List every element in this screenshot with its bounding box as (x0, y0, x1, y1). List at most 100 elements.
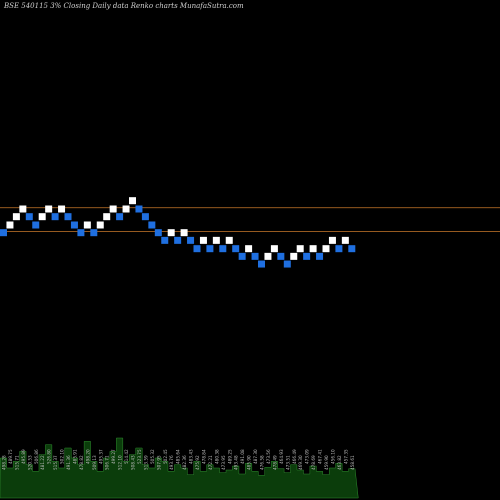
volume-label-15: 495.37 (98, 449, 103, 464)
volume-label-36: 493.48 (234, 455, 239, 470)
renko-brick-42 (270, 245, 278, 253)
renko-brick-1 (6, 221, 14, 229)
volume-label-22: 513.59 (143, 455, 148, 470)
volume-label-52: 463.82 (337, 455, 342, 470)
renko-brick-47 (303, 252, 311, 260)
renko-brick-14 (90, 229, 98, 237)
volume-label-34: 473.95 (221, 455, 226, 470)
renko-brick-43 (277, 252, 285, 260)
volume-label-28: 482.36 (182, 455, 187, 470)
volume-label-16: 506.71 (105, 455, 110, 470)
volume-label-47: 473.09 (305, 449, 310, 464)
volume-label-31: 478.84 (201, 449, 206, 464)
volume-label-37: 491.08 (240, 449, 245, 464)
renko-brick-37 (238, 252, 246, 260)
volume-label-49: 467.41 (318, 449, 323, 464)
volume-label-0: 498.28 (2, 455, 7, 470)
renko-brick-44 (283, 260, 291, 268)
renko-brick-28 (180, 229, 188, 237)
renko-brick-13 (83, 221, 91, 229)
renko-brick-51 (328, 236, 336, 244)
volume-label-30: 475.92 (195, 455, 200, 470)
volume-label-27: 485.64 (176, 449, 181, 464)
volume-label-48: 478.69 (311, 455, 316, 470)
volume-label-44: 473.51 (285, 455, 290, 470)
volume-label-41: 473.56 (266, 449, 271, 464)
renko-brick-46 (296, 245, 304, 253)
renko-brick-6 (38, 213, 46, 221)
renko-brick-15 (96, 221, 104, 229)
volume-label-10: 491.36 (66, 455, 71, 470)
volume-label-33: 480.38 (214, 449, 219, 464)
renko-brick-3 (19, 205, 27, 213)
volume-label-38: 485.90 (247, 455, 252, 470)
volume-label-51: 456.10 (330, 449, 335, 464)
renko-brick-7 (45, 205, 53, 213)
volume-label-23: 505.32 (150, 449, 155, 464)
volume-label-42: 478.49 (272, 455, 277, 470)
volume-label-5: 506.86 (34, 449, 39, 464)
volume-label-53: 457.35 (343, 449, 348, 464)
volume-label-9: 502.10 (60, 449, 65, 464)
volume-label-7: 526.80 (47, 449, 52, 464)
renko-brick-20 (129, 197, 136, 205)
renko-brick-0 (0, 229, 7, 237)
volume-label-50: 459.90 (324, 455, 329, 470)
volume-label-4: 520.53 (27, 455, 32, 470)
volume-label-1: 489.75 (8, 449, 13, 464)
volume-label-46: 469.30 (298, 455, 303, 470)
renko-brick-9 (58, 205, 66, 213)
renko-brick-33 (212, 236, 220, 244)
renko-brick-24 (154, 229, 162, 237)
renko-brick-8 (51, 213, 59, 221)
renko-brick-45 (290, 252, 298, 260)
volume-label-45: 466.49 (292, 449, 297, 464)
renko-brick-32 (206, 245, 214, 253)
renko-brick-17 (109, 205, 117, 213)
renko-brick-5 (32, 221, 40, 229)
renko-brick-19 (122, 205, 130, 213)
renko-brick-12 (77, 229, 85, 237)
renko-brick-31 (199, 236, 207, 244)
renko-brick-54 (348, 245, 356, 253)
renko-brick-29 (187, 236, 195, 244)
volume-label-8: 515.37 (53, 455, 58, 470)
renko-brick-48 (309, 245, 317, 253)
renko-brick-26 (167, 229, 175, 237)
volume-label-40: 476.58 (260, 455, 265, 470)
chart-title: BSE 540115 3% Closing Daily data Renko c… (4, 2, 244, 10)
renko-brick-53 (341, 236, 349, 244)
renko-brick-23 (148, 221, 156, 229)
renko-brick-16 (103, 213, 111, 221)
volume-label-26: 493.76 (169, 455, 174, 470)
renko-brick-30 (193, 245, 201, 253)
renko-brick-10 (64, 213, 72, 221)
renko-brick-34 (219, 245, 227, 253)
renko-brick-52 (335, 245, 343, 253)
renko-brick-21 (135, 205, 143, 213)
renko-brick-40 (258, 260, 265, 268)
volume-label-35: 489.25 (227, 449, 232, 464)
volume-label-24: 507.95 (156, 455, 161, 470)
renko-brick-49 (316, 252, 324, 260)
renko-brick-41 (264, 252, 272, 260)
volume-label-54: 458.61 (350, 455, 355, 470)
volume-label-2: 515.71 (14, 455, 19, 470)
renko-brick-35 (225, 236, 233, 244)
volume-label-11: 485.91 (72, 449, 77, 464)
volume-label-17: 499.27 (111, 449, 116, 464)
volume-label-20: 508.43 (131, 455, 136, 470)
renko-brick-27 (174, 236, 182, 244)
volume-label-13: 498.20 (85, 449, 90, 464)
renko-brick-36 (232, 245, 240, 253)
volume-label-29: 483.43 (189, 449, 194, 464)
renko-brick-11 (70, 221, 78, 229)
volume-label-39: 487.30 (253, 449, 258, 464)
renko-brick-18 (116, 213, 124, 221)
renko-brick-38 (245, 245, 253, 253)
renko-brick-2 (12, 213, 20, 221)
renko-brick-39 (251, 252, 259, 260)
volume-label-19: 514.42 (124, 449, 129, 464)
renko-brick-25 (161, 236, 169, 244)
volume-label-21: 523.75 (137, 449, 142, 464)
